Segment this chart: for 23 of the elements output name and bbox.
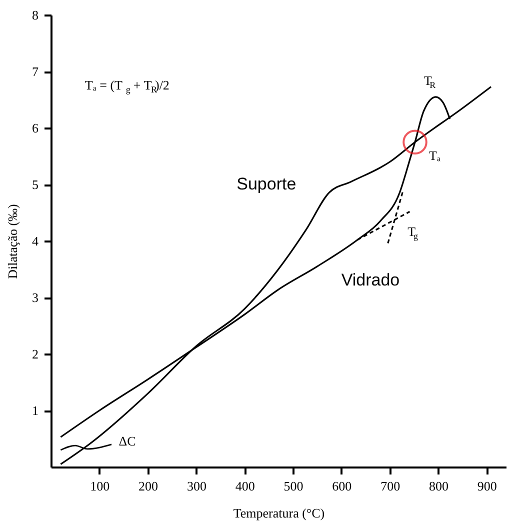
y-axis-title: Dilatação (‰) xyxy=(5,204,20,279)
x-axis-title: Temperatura (°C) xyxy=(233,506,325,520)
y-tick-label: 3 xyxy=(32,290,38,305)
y-tick-label: 7 xyxy=(32,64,39,79)
x-tick-label: 400 xyxy=(235,478,255,494)
y-tick-label: 5 xyxy=(32,177,38,192)
x-tick-label: 900 xyxy=(477,478,497,494)
x-tick-label: 500 xyxy=(284,478,304,494)
series-label: Suporte xyxy=(236,174,296,194)
x-tick-label: 800 xyxy=(428,478,448,494)
x-tick-label: 300 xyxy=(186,478,206,494)
y-tick-label: 6 xyxy=(32,120,39,136)
x-tick-label: 700 xyxy=(380,478,400,494)
annotation: ΔC xyxy=(118,434,136,449)
x-tick-label: 600 xyxy=(332,478,352,494)
y-tick-label: 2 xyxy=(32,346,38,362)
series-label: Vidrado xyxy=(341,270,400,290)
x-tick-label: 100 xyxy=(90,478,110,494)
y-tick-label: 4 xyxy=(32,234,39,248)
y-tick-label: 8 xyxy=(32,8,38,22)
x-tick-label: 200 xyxy=(138,478,158,494)
annotation: Tₐ xyxy=(429,148,441,164)
y-tick-label: 1 xyxy=(32,403,38,418)
